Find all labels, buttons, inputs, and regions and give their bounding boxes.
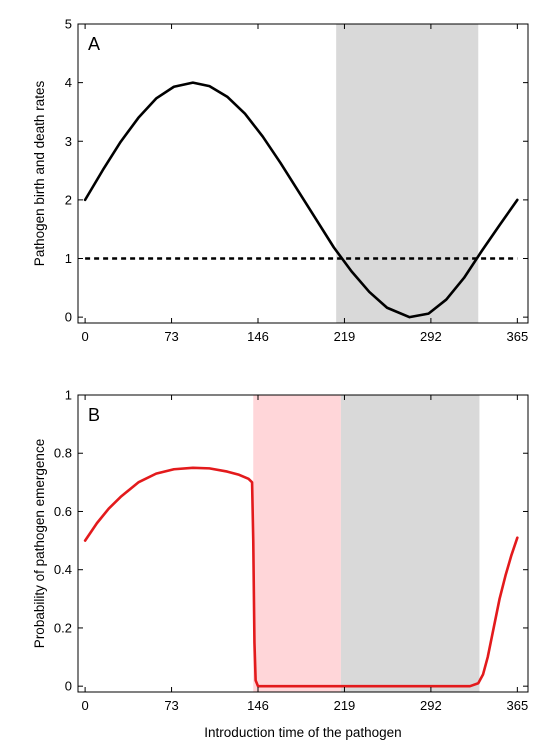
- y-tick-label-a: 3: [65, 134, 72, 149]
- x-tick-label-a: 365: [506, 329, 528, 344]
- x-tick-label-b: 219: [334, 698, 356, 713]
- shaded-region-b-1: [253, 395, 341, 692]
- y-tick-label-b: 0.8: [54, 446, 72, 461]
- y-tick-label-b: 0.4: [54, 562, 72, 577]
- series-line-a-solid: [83, 81, 519, 319]
- y-tick-label-a: 2: [65, 192, 72, 207]
- y-tick-label-b: 0.2: [54, 620, 72, 635]
- y-axis-label-a: Pathogen birth and death rates: [32, 81, 47, 267]
- panel-letter-a: A: [88, 34, 100, 54]
- y-tick-label-a: 0: [65, 310, 72, 325]
- x-tick-label-b: 365: [506, 698, 528, 713]
- plot-frame-b: [77, 394, 529, 693]
- panel-letter-b: B: [88, 405, 100, 425]
- x-tick-label-b: 292: [420, 698, 442, 713]
- y-tick-label-a: 4: [65, 75, 72, 90]
- y-tick-label-a: 1: [65, 251, 72, 266]
- y-tick-label-b: 1: [65, 388, 72, 403]
- series-line-b-solid: [83, 466, 519, 688]
- panel-b: 0 73 146 219 292 365 0 0.2 0.4 0.6 0.8 1 B Probabilit…: [32, 388, 529, 740]
- x-tick-label-a: 292: [420, 329, 442, 344]
- y-tick-label-b: 0.6: [54, 504, 72, 519]
- x-axis-label-b: Introduction time of the pathogen: [204, 725, 401, 740]
- y-tick-label-b: 0: [65, 679, 72, 694]
- plot-frame-a: [77, 23, 529, 324]
- y-tick-label-a: 5: [65, 17, 72, 32]
- y-axis-label-b: Probability of pathogen emergence: [32, 439, 47, 648]
- shaded-region-b-2: [340, 395, 480, 692]
- x-tick-label-a: 219: [334, 329, 356, 344]
- x-tick-label-b: 146: [247, 698, 269, 713]
- x-tick-label-a: 73: [164, 329, 178, 344]
- x-tick-label-b: 73: [164, 698, 178, 713]
- panel-a: 0 73 146 219 292 365 0 1 2 3 4 5 A Pathogen birth and…: [32, 17, 529, 344]
- x-tick-label-a: 146: [247, 329, 269, 344]
- shaded-region-a-1: [336, 24, 479, 323]
- x-tick-label-b: 0: [81, 698, 88, 713]
- x-tick-label-a: 0: [81, 329, 88, 344]
